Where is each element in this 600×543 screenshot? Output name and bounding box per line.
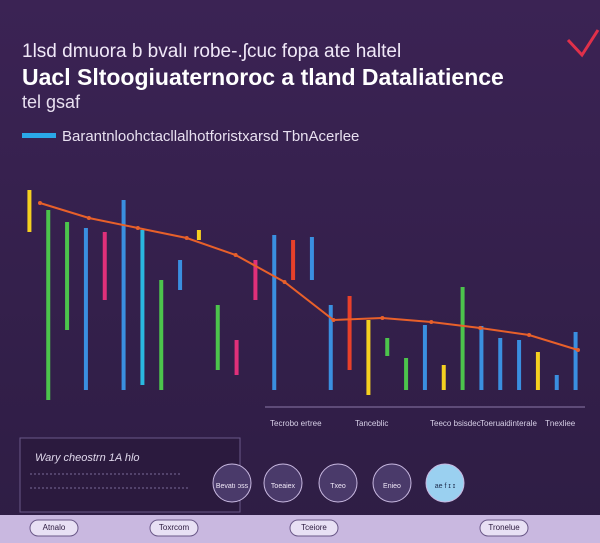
line-point (576, 348, 580, 352)
bar (328, 305, 333, 390)
bar (121, 200, 126, 390)
line-point (135, 226, 140, 230)
pill-label: Tceiore (301, 523, 327, 532)
bar (573, 332, 578, 390)
title-line: Uacl Sltoogiuaternoroc a tland Dataliati… (22, 64, 504, 90)
line-point (331, 318, 336, 322)
line-point (86, 216, 91, 220)
legend-swatch (22, 133, 56, 138)
icon-label: Toeaiex (271, 483, 296, 490)
bar (385, 338, 390, 356)
annotation: Teeco bsisdec (430, 419, 481, 428)
line-point (478, 326, 483, 330)
line-point (282, 280, 287, 284)
bar (159, 280, 164, 390)
line-point (429, 320, 434, 324)
box-title: Wary cheostrn 1A hlo (35, 452, 140, 464)
bar (102, 232, 107, 300)
pill-label: Atnalo (43, 523, 66, 532)
title-line: 1lsd dmuora b bvalı robe-.ʃcuc fopa ate … (22, 41, 401, 62)
icon-label: ae f ɪ ɪ (435, 483, 456, 490)
bar (422, 325, 427, 390)
bar (309, 237, 314, 280)
icon-label: Enieo (383, 483, 401, 490)
icon (263, 463, 303, 503)
icon (212, 463, 252, 503)
annotation: Toeruaidinterale (480, 419, 537, 428)
bar (291, 240, 296, 280)
legend-label: Barantnloohctacllalhotforistxarsd TbnAce… (62, 128, 359, 145)
pill (29, 519, 79, 537)
bar (27, 190, 32, 232)
bar (404, 358, 409, 390)
pill-label: Toxrcom (159, 523, 190, 532)
bar (65, 222, 70, 330)
icon (318, 463, 358, 503)
bar (196, 230, 201, 240)
pill (149, 519, 199, 537)
pill-label: Tronelue (488, 523, 520, 532)
bar (366, 320, 371, 395)
bar (498, 338, 503, 390)
bar (441, 365, 446, 390)
bar (253, 260, 258, 300)
line-point (233, 253, 238, 257)
pill (289, 519, 339, 537)
bar (517, 340, 522, 390)
bar (460, 287, 465, 390)
icon (425, 463, 465, 503)
bar (347, 296, 352, 370)
line-point (184, 236, 189, 240)
info-box (19, 437, 241, 513)
icon (372, 463, 412, 503)
line-point (380, 316, 385, 320)
line-point (527, 333, 532, 337)
bar (178, 260, 183, 290)
pill (479, 519, 529, 537)
icon-label: Bevatı ɔss (216, 483, 249, 490)
bar (215, 305, 220, 370)
bar (234, 340, 239, 375)
annotation: Tanceblic (355, 419, 388, 428)
bar (554, 375, 559, 390)
annotation: Tecrobo ertree (270, 419, 322, 428)
trend-line (39, 202, 579, 351)
line-point (38, 201, 42, 205)
check-icon (566, 29, 600, 58)
bar (83, 228, 88, 390)
bar (140, 230, 145, 385)
annotation: Tnexliee (545, 419, 576, 428)
title-line: tel gsaf (22, 92, 81, 112)
bar (535, 352, 540, 390)
bar (272, 235, 277, 390)
bar (46, 210, 51, 400)
bar (479, 326, 484, 390)
icon-label: Txeo (330, 483, 346, 490)
